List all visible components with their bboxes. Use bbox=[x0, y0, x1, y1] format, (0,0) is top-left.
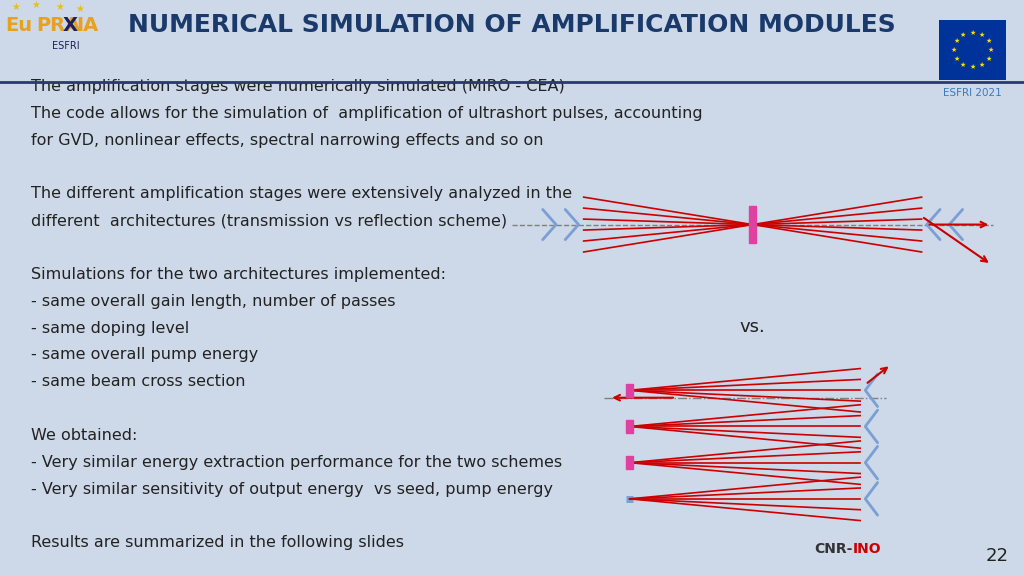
Text: ★: ★ bbox=[978, 62, 985, 68]
Text: NUMERICAL SIMULATION OF AMPLIFICATION MODULES: NUMERICAL SIMULATION OF AMPLIFICATION MO… bbox=[128, 13, 896, 36]
Text: vs.: vs. bbox=[739, 319, 766, 336]
Text: ★: ★ bbox=[987, 47, 994, 53]
Text: ESFRI 2021: ESFRI 2021 bbox=[943, 88, 1002, 97]
Text: ★: ★ bbox=[985, 55, 991, 62]
Text: Results are summarized in the following slides: Results are summarized in the following … bbox=[31, 536, 403, 551]
Text: PRA: PRA bbox=[36, 16, 80, 35]
Text: ★: ★ bbox=[76, 3, 84, 14]
Text: INO: INO bbox=[853, 541, 882, 556]
FancyBboxPatch shape bbox=[939, 20, 1006, 80]
Text: - same overall gain length, number of passes: - same overall gain length, number of pa… bbox=[31, 294, 395, 309]
Text: X: X bbox=[62, 16, 78, 35]
Text: - same overall pump energy: - same overall pump energy bbox=[31, 347, 258, 362]
Text: ★: ★ bbox=[959, 32, 967, 38]
Text: ★: ★ bbox=[953, 55, 959, 62]
Text: ★: ★ bbox=[985, 39, 991, 44]
Text: ★: ★ bbox=[55, 2, 63, 12]
Text: We obtained:: We obtained: bbox=[31, 428, 137, 443]
Text: Simulations for the two architectures implemented:: Simulations for the two architectures im… bbox=[31, 267, 445, 282]
Text: 22: 22 bbox=[986, 547, 1009, 564]
Text: ★: ★ bbox=[969, 64, 976, 70]
Text: ★: ★ bbox=[32, 0, 40, 10]
Text: - Very similar energy extraction performance for the two schemes: - Very similar energy extraction perform… bbox=[31, 455, 562, 470]
Text: CNR-: CNR- bbox=[814, 541, 852, 556]
FancyBboxPatch shape bbox=[627, 384, 633, 396]
FancyBboxPatch shape bbox=[627, 456, 633, 469]
FancyBboxPatch shape bbox=[627, 420, 633, 433]
Text: - Very similar sensitivity of output energy  vs seed, pump energy: - Very similar sensitivity of output ene… bbox=[31, 482, 553, 497]
Text: IA: IA bbox=[76, 16, 98, 35]
Text: The code allows for the simulation of  amplification of ultrashort pulses, accou: The code allows for the simulation of am… bbox=[31, 106, 702, 121]
FancyBboxPatch shape bbox=[750, 206, 756, 243]
Text: - same doping level: - same doping level bbox=[31, 321, 189, 336]
Text: ★: ★ bbox=[969, 30, 976, 36]
Text: ★: ★ bbox=[950, 47, 957, 53]
Text: The amplification stages were numerically simulated (MIRO - CEA): The amplification stages were numericall… bbox=[31, 79, 564, 94]
Text: different  architectures (transmission vs reflection scheme): different architectures (transmission vs… bbox=[31, 213, 507, 228]
Text: - same beam cross section: - same beam cross section bbox=[31, 374, 245, 389]
Text: ★: ★ bbox=[959, 62, 967, 68]
Text: ★: ★ bbox=[953, 39, 959, 44]
Text: for GVD, nonlinear effects, spectral narrowing effects and so on: for GVD, nonlinear effects, spectral nar… bbox=[31, 132, 543, 147]
Text: The different amplification stages were extensively analyzed in the: The different amplification stages were … bbox=[31, 186, 571, 201]
Text: ★: ★ bbox=[978, 32, 985, 38]
Text: Eu: Eu bbox=[5, 16, 32, 35]
Text: ★: ★ bbox=[11, 2, 19, 12]
Text: ESFRI: ESFRI bbox=[52, 41, 80, 51]
